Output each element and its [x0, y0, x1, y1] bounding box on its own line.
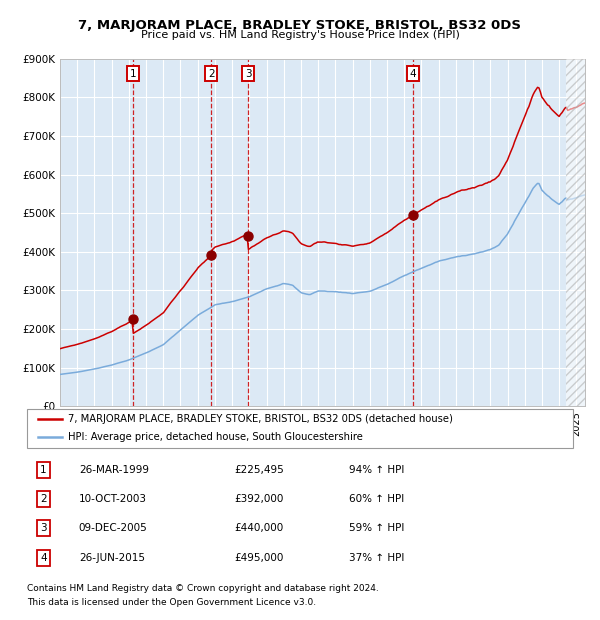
Text: 2: 2 — [40, 494, 47, 504]
Text: £495,000: £495,000 — [235, 553, 284, 563]
Text: £392,000: £392,000 — [235, 494, 284, 504]
Text: 94% ↑ HPI: 94% ↑ HPI — [349, 464, 404, 475]
Text: £440,000: £440,000 — [235, 523, 284, 533]
Text: 10-OCT-2003: 10-OCT-2003 — [79, 494, 147, 504]
Text: 1: 1 — [40, 464, 47, 475]
Text: This data is licensed under the Open Government Licence v3.0.: This data is licensed under the Open Gov… — [27, 598, 316, 607]
Text: 26-JUN-2015: 26-JUN-2015 — [79, 553, 145, 563]
Text: 2: 2 — [208, 69, 214, 79]
Text: 37% ↑ HPI: 37% ↑ HPI — [349, 553, 404, 563]
Text: 7, MARJORAM PLACE, BRADLEY STOKE, BRISTOL, BS32 0DS (detached house): 7, MARJORAM PLACE, BRADLEY STOKE, BRISTO… — [68, 414, 453, 424]
Text: HPI: Average price, detached house, South Gloucestershire: HPI: Average price, detached house, Sout… — [68, 432, 363, 442]
Text: 09-DEC-2005: 09-DEC-2005 — [79, 523, 148, 533]
Polygon shape — [566, 59, 585, 406]
FancyBboxPatch shape — [27, 409, 573, 448]
Text: 4: 4 — [40, 553, 47, 563]
Text: 3: 3 — [40, 523, 47, 533]
Text: 1: 1 — [130, 69, 136, 79]
Text: Price paid vs. HM Land Registry's House Price Index (HPI): Price paid vs. HM Land Registry's House … — [140, 30, 460, 40]
Text: 3: 3 — [245, 69, 251, 79]
Text: 4: 4 — [409, 69, 416, 79]
Text: 59% ↑ HPI: 59% ↑ HPI — [349, 523, 404, 533]
Text: 60% ↑ HPI: 60% ↑ HPI — [349, 494, 404, 504]
Text: £225,495: £225,495 — [235, 464, 284, 475]
Text: 26-MAR-1999: 26-MAR-1999 — [79, 464, 149, 475]
Text: 7, MARJORAM PLACE, BRADLEY STOKE, BRISTOL, BS32 0DS: 7, MARJORAM PLACE, BRADLEY STOKE, BRISTO… — [79, 19, 521, 32]
Text: Contains HM Land Registry data © Crown copyright and database right 2024.: Contains HM Land Registry data © Crown c… — [27, 584, 379, 593]
